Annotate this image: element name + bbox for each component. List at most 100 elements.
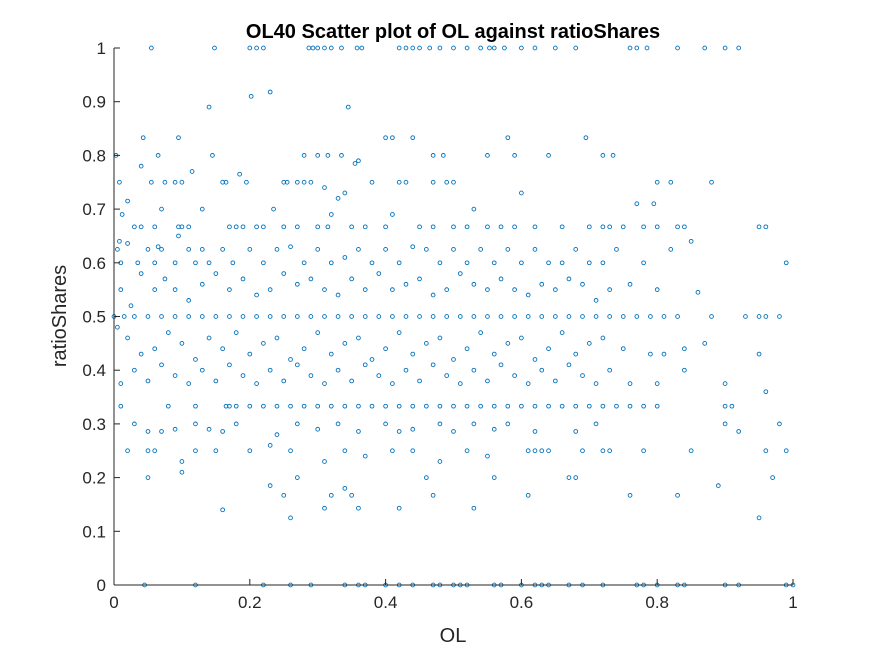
data-point [403, 281, 409, 287]
data-point [247, 403, 253, 409]
data-point [695, 289, 701, 295]
data-point [580, 314, 585, 319]
data-point [308, 314, 314, 319]
data-point [417, 378, 422, 384]
data-point [654, 403, 660, 409]
data-point [743, 314, 748, 319]
data-point [335, 421, 341, 427]
data-point [193, 448, 198, 454]
data-point [634, 45, 640, 51]
data-point [498, 276, 504, 282]
data-point [478, 45, 484, 51]
data-point [403, 179, 409, 185]
data-point [369, 403, 375, 409]
data-point [396, 45, 402, 51]
data-point [261, 403, 266, 409]
data-point [410, 45, 416, 51]
data-point [444, 179, 450, 185]
data-point [162, 276, 168, 282]
data-point [390, 135, 395, 141]
data-point [485, 314, 490, 319]
data-point [159, 429, 164, 434]
data-point [546, 403, 551, 409]
data-point [532, 247, 538, 252]
data-point [675, 224, 680, 230]
data-point [301, 346, 307, 352]
data-point [641, 260, 646, 266]
data-point [668, 247, 674, 252]
data-point [525, 448, 531, 454]
data-point [437, 45, 443, 51]
data-point [464, 448, 470, 454]
data-point [294, 475, 300, 480]
data-point [505, 135, 511, 141]
data-point [552, 314, 558, 319]
data-point [230, 260, 236, 266]
data-point [756, 224, 762, 230]
data-point [525, 381, 531, 386]
data-point [359, 45, 365, 51]
data-point [722, 403, 728, 409]
data-point [661, 314, 667, 319]
data-point [362, 314, 368, 319]
data-point [512, 224, 517, 230]
data-point [308, 179, 314, 185]
data-point [261, 224, 266, 230]
x-tick-label: 0 [109, 593, 118, 612]
data-point [308, 276, 314, 282]
data-point [125, 335, 130, 341]
data-point [763, 389, 769, 395]
data-point [783, 448, 789, 454]
data-point [349, 378, 354, 384]
data-point [430, 362, 436, 368]
data-point [288, 244, 293, 250]
data-point [369, 260, 375, 266]
data-point [148, 45, 154, 51]
data-point [138, 224, 144, 230]
data-point [383, 224, 388, 230]
data-point [138, 163, 144, 169]
data-point [301, 153, 307, 158]
data-point [274, 432, 280, 437]
data-point [145, 378, 151, 384]
data-point [267, 314, 273, 319]
data-point [152, 260, 158, 266]
x-tick-label: 0.4 [374, 593, 398, 612]
data-point [498, 224, 504, 230]
data-point [247, 448, 253, 454]
data-point [410, 244, 416, 250]
data-point [427, 45, 433, 51]
data-point [600, 224, 606, 230]
data-point [437, 260, 443, 266]
data-point [356, 505, 361, 511]
data-point [430, 492, 436, 498]
data-point [125, 198, 130, 204]
data-point [525, 292, 531, 298]
data-point [736, 45, 742, 51]
data-point [682, 346, 687, 352]
data-point [396, 403, 402, 409]
data-point [199, 367, 205, 373]
data-point [702, 45, 708, 51]
data-point [349, 276, 354, 282]
data-point [220, 429, 225, 434]
y-tick-label: 0.9 [82, 93, 106, 112]
data-point [661, 351, 667, 357]
data-point [349, 224, 354, 230]
data-point [342, 255, 348, 260]
data-point [145, 247, 151, 252]
data-point [115, 324, 120, 330]
data-point [315, 247, 321, 252]
data-point [512, 314, 517, 319]
data-point [322, 287, 327, 292]
data-point [172, 179, 178, 185]
data-point [342, 485, 348, 491]
data-point [335, 314, 341, 319]
data-point [281, 314, 287, 319]
data-point [437, 459, 443, 464]
data-point [288, 515, 293, 521]
data-point [254, 292, 259, 298]
data-point [159, 314, 164, 319]
data-point [115, 247, 120, 252]
data-point [654, 224, 660, 230]
